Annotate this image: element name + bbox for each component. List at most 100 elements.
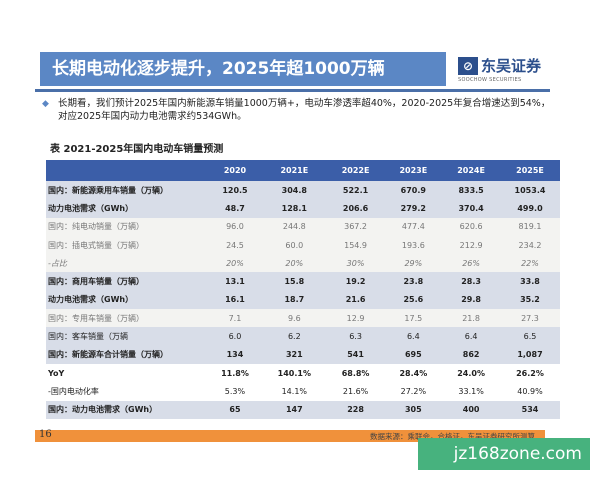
- table-cell: 26%: [442, 254, 500, 273]
- table-cell: 6.4: [384, 327, 443, 346]
- table-cell: 279.2: [384, 199, 443, 218]
- table-cell: 27.2%: [384, 382, 443, 401]
- table-cell: 367.2: [326, 217, 385, 236]
- table-cell: 24.0%: [442, 363, 500, 383]
- table-cell: 833.5: [442, 181, 500, 200]
- row-label: 国内：纯电动销量（万辆）: [46, 217, 208, 236]
- table-cell: 370.4: [442, 199, 500, 218]
- table-cell: 541: [326, 345, 385, 364]
- table-cell: 400: [442, 400, 500, 419]
- table-cell: 20%: [208, 254, 262, 273]
- column-header: 2024E: [442, 160, 500, 181]
- watermark: jz168zone.com: [418, 438, 590, 470]
- title-divider: [35, 89, 550, 92]
- table-cell: 35.2: [499, 290, 560, 310]
- row-label: 国内：新能源车合计销量（万辆）: [46, 345, 208, 364]
- column-header: 2021E: [261, 160, 327, 181]
- logo-mark-icon: ⊘: [458, 57, 478, 75]
- table-cell: 244.8: [261, 217, 327, 236]
- table-cell: 477.4: [384, 217, 443, 236]
- column-header: 2025E: [499, 160, 560, 181]
- table-cell: 68.8%: [326, 363, 385, 383]
- table-cell: 60.0: [261, 235, 327, 255]
- table-cell: 234.2: [499, 235, 560, 255]
- table-cell: 6.2: [261, 327, 327, 346]
- table-cell: 40.9%: [499, 382, 560, 401]
- table-header-row: 2020 2021E 2022E 2023E 2024E 2025E: [46, 160, 560, 181]
- slide-title: 长期电动化逐步提升，2025年超1000万辆: [40, 52, 446, 86]
- table-cell: 534: [499, 400, 560, 419]
- table-row: 国内：新能源乘用车销量（万辆） 120.5 304.8 522.1 670.9 833.5…: [46, 181, 560, 200]
- table-cell: 23.8: [384, 272, 443, 291]
- table-cell: 17.5: [384, 309, 443, 328]
- table-cell: 6.4: [442, 327, 500, 346]
- table-cell: 48.7: [208, 199, 262, 218]
- table-cell: 11.8%: [208, 363, 262, 383]
- column-header: 2023E: [384, 160, 443, 181]
- table-cell: 128.1: [261, 199, 327, 218]
- table-row: 动力电池需求（GWh） 48.7 128.1 206.6 279.2 370.4 499.0: [46, 199, 560, 218]
- row-label: 国内：新能源乘用车销量（万辆）: [46, 181, 208, 200]
- table-cell: 134: [208, 345, 262, 364]
- table-cell: 13.1: [208, 272, 262, 291]
- table-cell: 1053.4: [499, 181, 560, 200]
- table-cell: 96.0: [208, 217, 262, 236]
- table-cell: 21.6%: [326, 382, 385, 401]
- table-cell: 5.3%: [208, 382, 262, 401]
- table-row: YoY 11.8% 140.1% 68.8% 28.4% 24.0% 26.2%: [46, 363, 560, 383]
- table-row: 国内：客车销量（万辆 6.0 6.2 6.3 6.4 6.4 6.5: [46, 327, 560, 346]
- logo-name-cn: 东吴证券: [481, 57, 542, 75]
- forecast-table: 2020 2021E 2022E 2023E 2024E 2025E 国内：新能源乘用车销…: [46, 160, 560, 419]
- table-cell: 304.8: [261, 181, 327, 200]
- table-cell: 12.9: [326, 309, 385, 328]
- table-cell: 695: [384, 345, 443, 364]
- table-cell: 140.1%: [261, 363, 327, 383]
- table-cell: 6.5: [499, 327, 560, 346]
- table-cell: 305: [384, 400, 443, 419]
- column-header: 2020: [208, 160, 262, 181]
- data-source: 数据来源：乘联会，合格证，东吴证券研究所测算: [370, 432, 535, 441]
- row-label: -国内电动化率: [46, 382, 208, 401]
- table-cell: 20%: [261, 254, 327, 273]
- column-header: 2022E: [326, 160, 385, 181]
- table-cell: 30%: [326, 254, 385, 273]
- table-row: -国内电动化率 5.3% 14.1% 21.6% 27.2% 33.1% 40.9%: [46, 382, 560, 401]
- table-row: 国内：新能源车合计销量（万辆） 134 321 541 695 862 1,087: [46, 345, 560, 364]
- table-cell: 522.1: [326, 181, 385, 200]
- table-cell: 16.1: [208, 290, 262, 310]
- table-cell: 321: [261, 345, 327, 364]
- table-cell: 620.6: [442, 217, 500, 236]
- row-label: -占比: [46, 254, 208, 273]
- table-cell: 670.9: [384, 181, 443, 200]
- table-cell: 14.1%: [261, 382, 327, 401]
- table-cell: 25.6: [384, 290, 443, 310]
- table-cell: 65: [208, 400, 262, 419]
- footer-bar: 16 数据来源：乘联会，合格证，东吴证券研究所测算: [35, 429, 545, 442]
- table-cell: 120.5: [208, 181, 262, 200]
- table-cell: 154.9: [326, 235, 385, 255]
- table-cell: 18.7: [261, 290, 327, 310]
- table-cell: 33.8: [499, 272, 560, 291]
- table-cell: 499.0: [499, 199, 560, 218]
- table-cell: 193.6: [384, 235, 443, 255]
- table-cell: 6.3: [326, 327, 385, 346]
- table-cell: 7.1: [208, 309, 262, 328]
- table-cell: 228: [326, 400, 385, 419]
- table-cell: 28.4%: [384, 363, 443, 383]
- row-label: 国内：专用车销量（万辆）: [46, 309, 208, 328]
- table-row: 国内：专用车销量（万辆） 7.1 9.6 12.9 17.5 21.8 27.3: [46, 309, 560, 328]
- diamond-bullet-icon: ◆: [42, 99, 49, 109]
- table-cell: 819.1: [499, 217, 560, 236]
- table-cell: 9.6: [261, 309, 327, 328]
- table-row: 动力电池需求（GWh） 16.1 18.7 21.6 25.6 29.8 35.2: [46, 290, 560, 310]
- table-row: 国内：纯电动销量（万辆） 96.0 244.8 367.2 477.4 620.6 819.…: [46, 217, 560, 236]
- row-label: YoY: [46, 363, 208, 383]
- table-row: 国内：动力电池需求（GWh） 65 147 228 305 400 534: [46, 400, 560, 419]
- page-number: 16: [39, 429, 52, 440]
- table-cell: 27.3: [499, 309, 560, 328]
- table-cell: 1,087: [499, 345, 560, 364]
- table-cell: 21.6: [326, 290, 385, 310]
- row-label: 动力电池需求（GWh）: [46, 199, 208, 218]
- row-label: 国内：商用车销量（万辆）: [46, 272, 208, 291]
- table-cell: 33.1%: [442, 382, 500, 401]
